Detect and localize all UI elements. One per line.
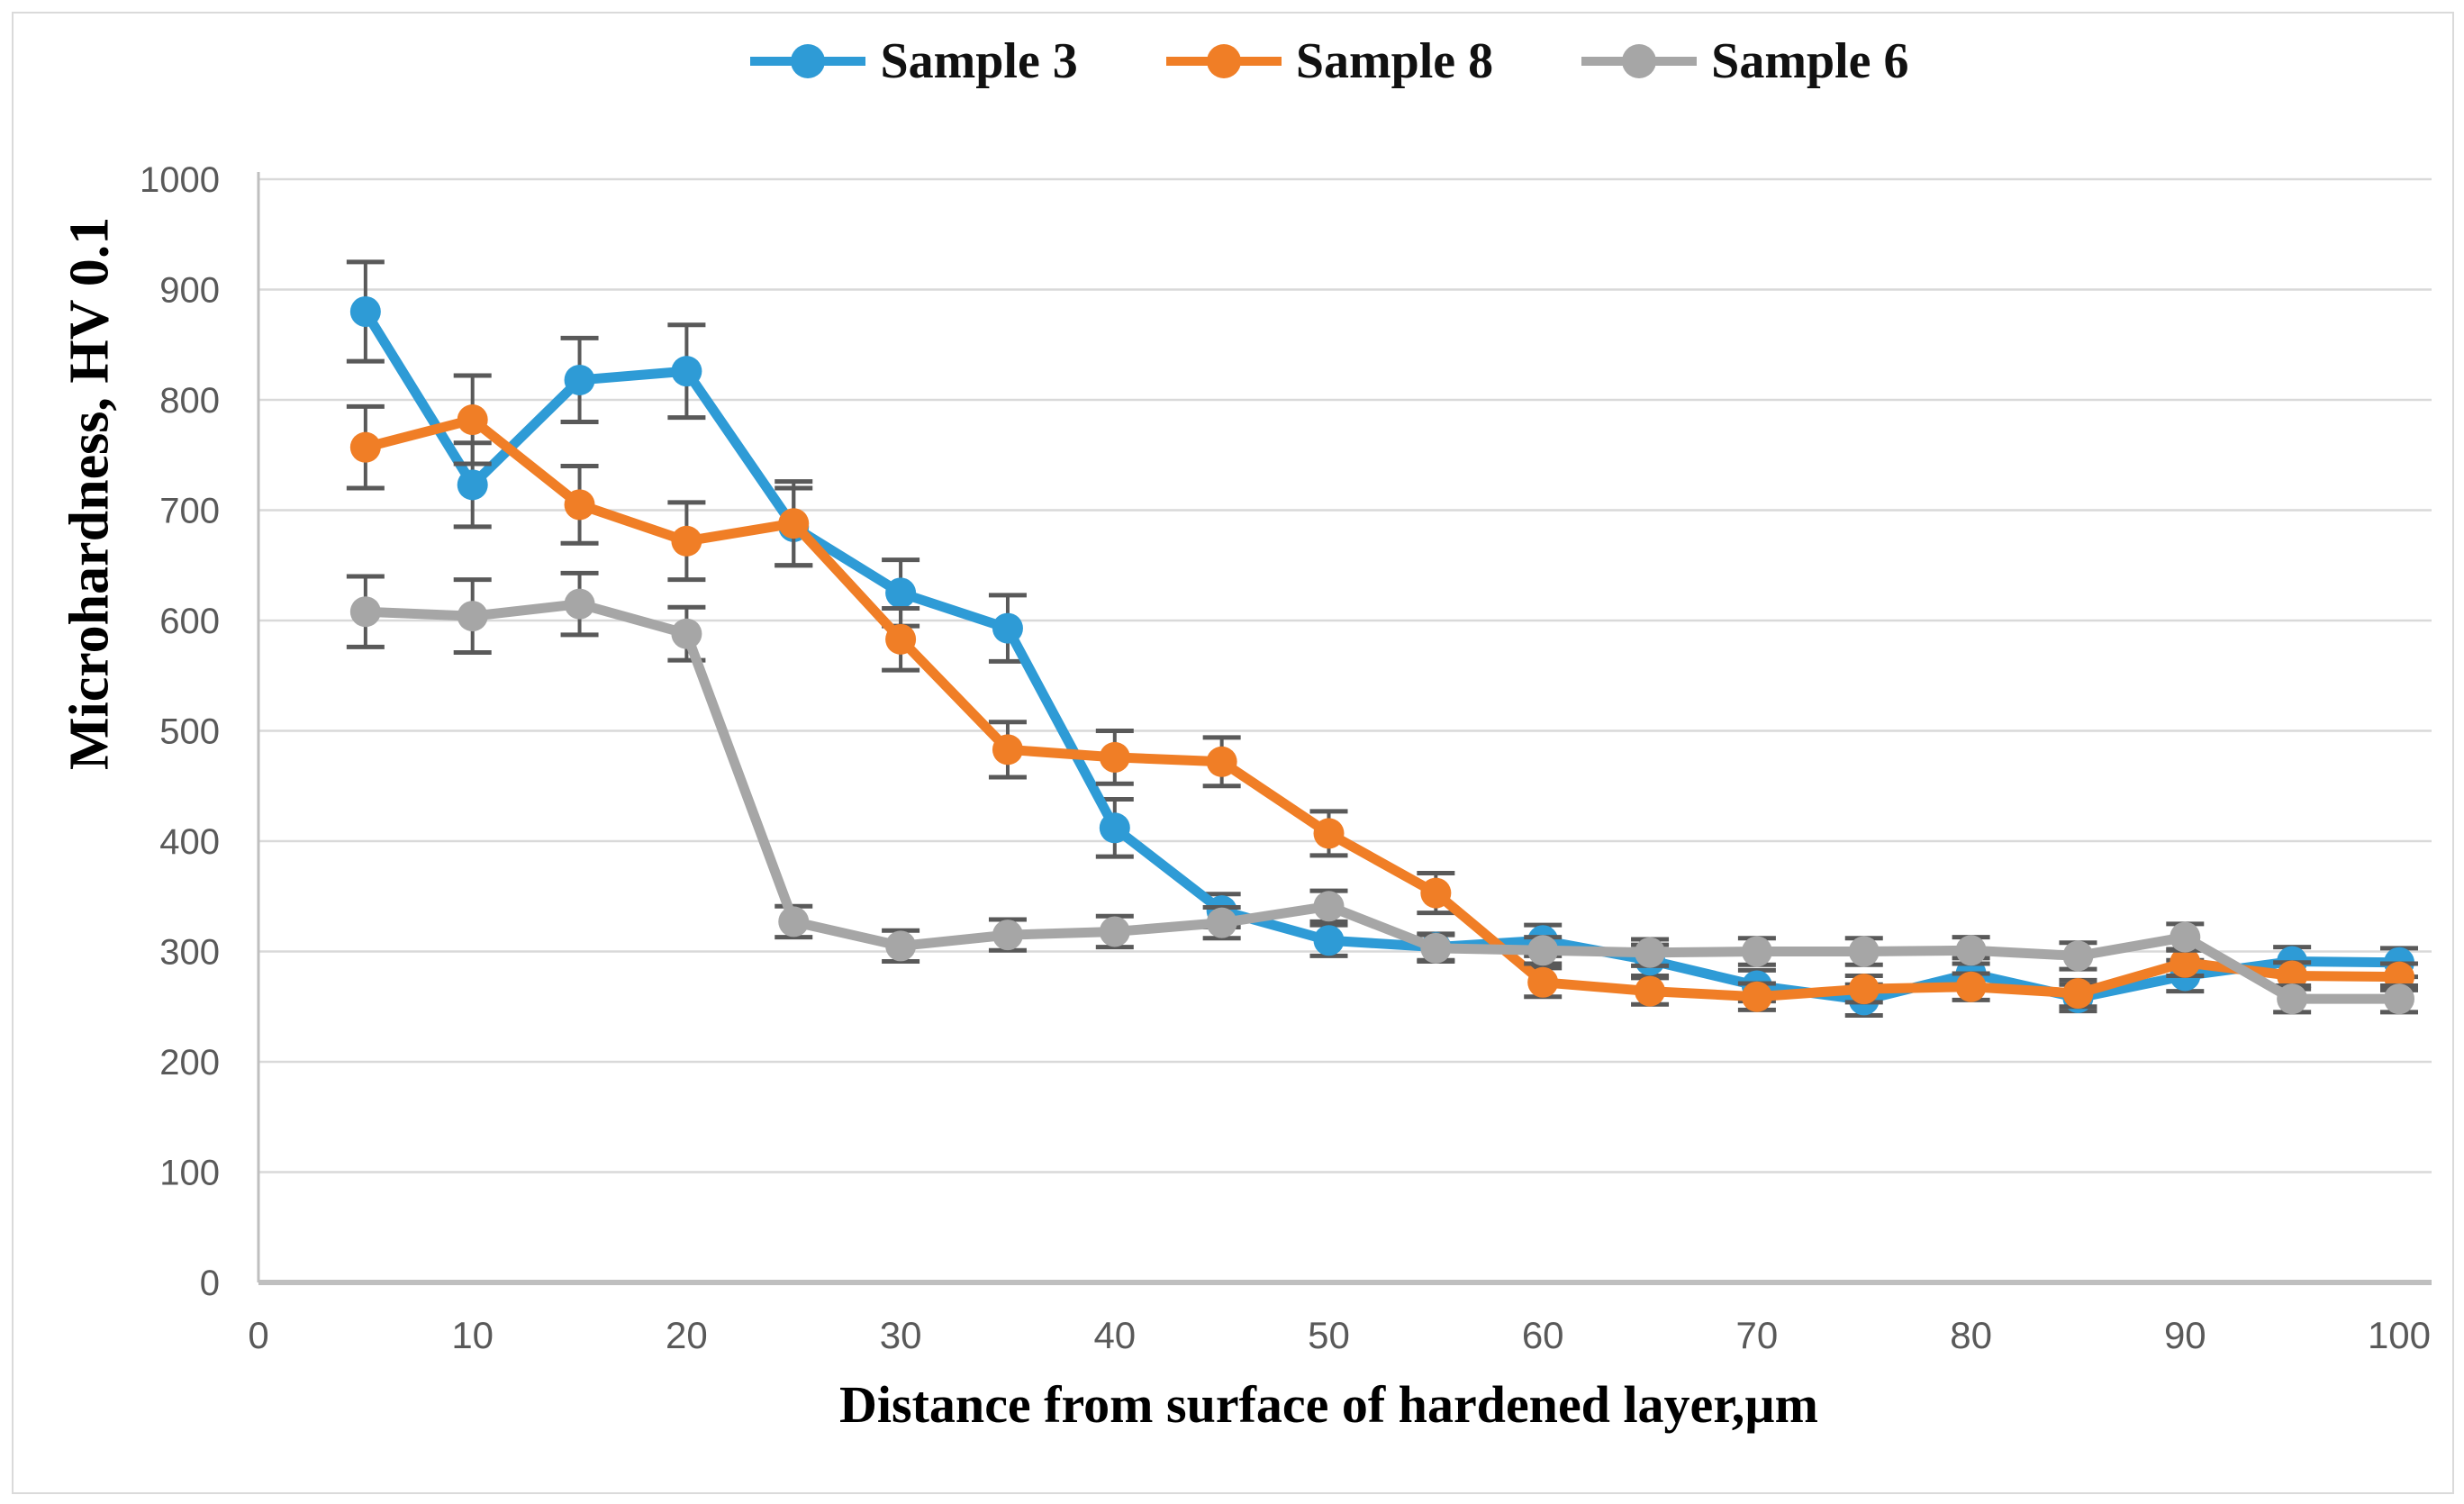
- data-point-sample-8-x65: [1635, 975, 1666, 1007]
- data-point-sample-8-x45: [1206, 746, 1237, 777]
- x-tick-label-30: 30: [880, 1314, 922, 1356]
- x-tick-label-20: 20: [666, 1314, 708, 1356]
- legend-label: Sample 3: [880, 33, 1078, 89]
- data-point-sample-6-x75: [1848, 936, 1880, 967]
- legend-item-sample-3: Sample 3: [748, 33, 1078, 89]
- data-point-sample-8-x75: [1848, 974, 1880, 1005]
- data-point-sample-8-x5: [349, 431, 381, 463]
- data-point-sample-3-x15: [564, 364, 595, 395]
- legend-swatch-line-dot-icon: [1165, 44, 1282, 78]
- data-point-sample-8-x85: [2062, 978, 2094, 1010]
- data-point-sample-3-x5: [349, 296, 381, 327]
- data-point-sample-8-x80: [1955, 971, 1987, 1002]
- data-point-sample-6-x10: [457, 601, 488, 632]
- x-tick-label-0: 0: [248, 1314, 268, 1356]
- data-point-sample-6-x20: [671, 618, 702, 649]
- x-tick-label-70: 70: [1736, 1314, 1779, 1356]
- legend-label: Sample 8: [1295, 33, 1494, 89]
- data-point-sample-6-x45: [1206, 907, 1237, 938]
- data-point-sample-8-x55: [1420, 877, 1452, 909]
- data-point-sample-6-x55: [1420, 932, 1452, 964]
- x-tick-label-80: 80: [1950, 1314, 1992, 1356]
- series-sample-8: [346, 373, 2418, 1012]
- data-point-sample-6-x50: [1313, 891, 1345, 922]
- data-point-sample-6-x5: [349, 596, 381, 628]
- series-sample-3: [346, 259, 2418, 1019]
- data-point-sample-8-x20: [671, 525, 702, 557]
- legend-swatch-line-dot-icon: [1581, 44, 1698, 78]
- data-point-sample-3-x40: [1099, 812, 1130, 844]
- data-point-sample-3-x35: [992, 612, 1023, 644]
- series-line-sample-3: [360, 306, 2405, 1005]
- y-tick-label-300: 300: [159, 933, 220, 973]
- data-point-sample-8-x30: [885, 623, 917, 655]
- x-tick-label-40: 40: [1093, 1314, 1136, 1356]
- data-point-sample-6-x15: [564, 588, 595, 620]
- legend-item-sample-6: Sample 6: [1580, 33, 1909, 89]
- chart-legend: Sample 3 Sample 8 Sample 6: [258, 36, 2399, 86]
- y-tick-label-1000: 1000: [140, 160, 220, 200]
- data-point-sample-8-x50: [1313, 818, 1345, 849]
- y-tick-label-400: 400: [159, 822, 220, 862]
- data-point-sample-6-x65: [1635, 937, 1666, 968]
- y-tick-label-800: 800: [159, 381, 220, 421]
- y-tick-label-100: 100: [159, 1154, 220, 1193]
- data-point-sample-8-x90: [2170, 947, 2201, 978]
- x-tick-label-50: 50: [1308, 1314, 1350, 1356]
- data-point-sample-6-x60: [1527, 935, 1559, 966]
- data-point-sample-8-x40: [1099, 741, 1130, 773]
- data-point-sample-8-x95: [2277, 960, 2308, 992]
- x-tick-label-10: 10: [451, 1314, 494, 1356]
- legend-label: Sample 6: [1711, 33, 1909, 89]
- data-point-sample-8-x10: [457, 404, 488, 436]
- data-point-sample-8-x35: [992, 734, 1023, 766]
- y-tick-label-500: 500: [159, 712, 220, 752]
- series-line-sample-8: [360, 414, 2405, 1002]
- data-point-sample-6-x25: [778, 906, 810, 938]
- data-point-sample-8-x70: [1741, 981, 1772, 1012]
- data-point-sample-6-x40: [1099, 916, 1130, 947]
- legend-item-sample-8: Sample 8: [1164, 36, 1493, 86]
- data-point-sample-6-x85: [2062, 940, 2094, 972]
- x-tick-label-100: 100: [2368, 1314, 2431, 1356]
- error-bars-sample-8: [346, 373, 2418, 1012]
- series-sample-6: [346, 570, 2418, 1015]
- data-point-sample-6-x100: [2384, 983, 2414, 1015]
- data-point-sample-6-x95: [2277, 983, 2308, 1015]
- data-point-sample-3-x50: [1313, 925, 1345, 956]
- data-point-sample-8-x25: [778, 508, 810, 539]
- x-tick-labels: 0 10 20 30 40 50 60 70 80 90 100: [248, 1314, 2431, 1356]
- data-point-sample-3-x30: [885, 577, 917, 609]
- legend-swatch-line-dot-icon: [750, 44, 866, 78]
- data-point-sample-6-x80: [1955, 935, 1987, 966]
- x-tick-label-90: 90: [2164, 1314, 2206, 1356]
- data-point-sample-6-x35: [992, 920, 1023, 951]
- series-line-sample-6: [360, 599, 2405, 1004]
- data-point-sample-3-x10: [457, 469, 488, 501]
- data-point-sample-6-x30: [885, 930, 917, 962]
- data-point-sample-6-x90: [2170, 921, 2201, 953]
- gridlines: [258, 177, 2432, 1173]
- data-point-sample-6-x70: [1741, 936, 1772, 967]
- y-tick-label-900: 900: [159, 271, 220, 311]
- x-axis-title: Distance from surface of hardened layer,…: [839, 1375, 1818, 1434]
- y-tick-label-600: 600: [159, 602, 220, 641]
- y-tick-labels: 0 100 200 300 400 500 600 700 800 900 1000: [140, 160, 220, 1303]
- y-tick-label-0: 0: [200, 1264, 220, 1303]
- y-tick-label-200: 200: [159, 1043, 220, 1083]
- x-tick-label-60: 60: [1522, 1314, 1564, 1356]
- y-tick-label-700: 700: [159, 492, 220, 531]
- data-point-sample-8-x15: [564, 489, 595, 521]
- data-point-sample-3-x20: [671, 356, 702, 387]
- data-point-sample-8-x60: [1527, 966, 1559, 998]
